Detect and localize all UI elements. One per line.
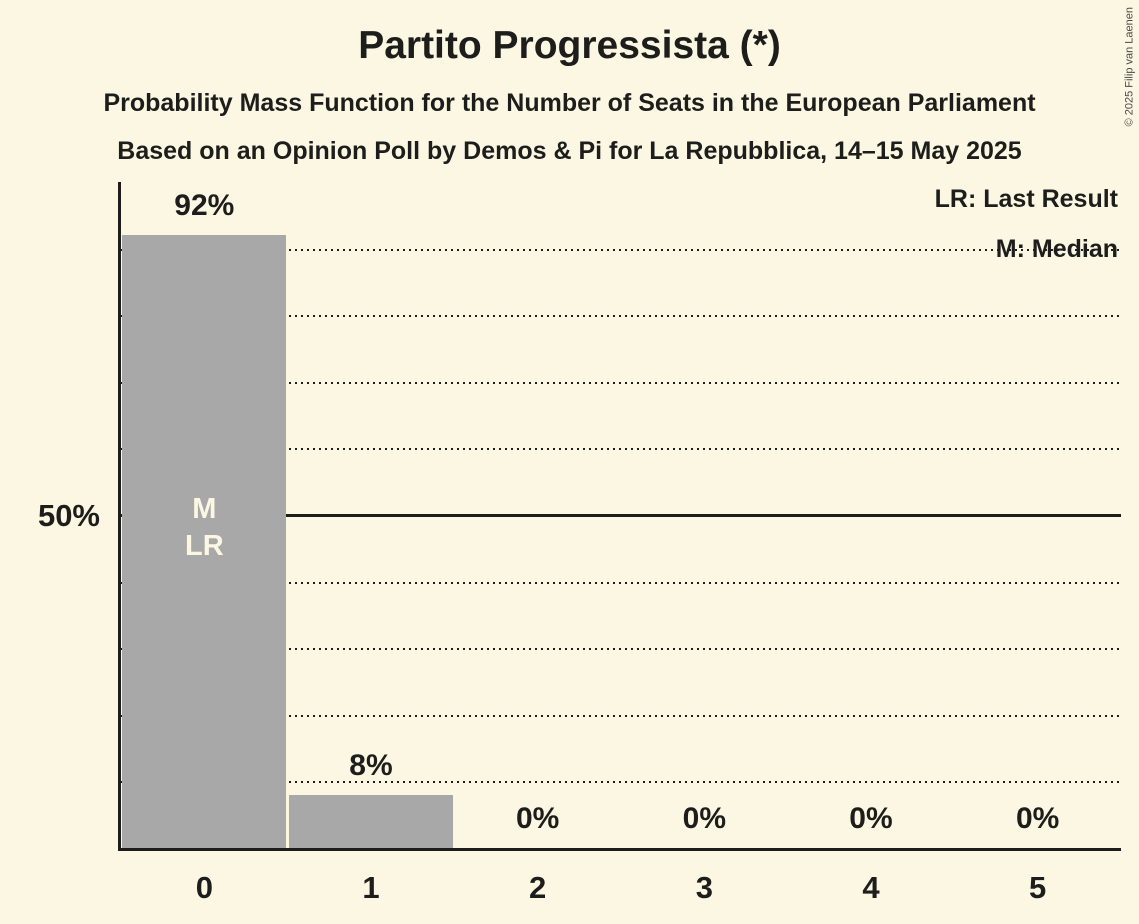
bar-value-label-0: 92% — [174, 189, 235, 223]
gridline-80pct — [121, 315, 1121, 318]
x-tick-label-1: 1 — [362, 870, 380, 905]
plot-area: LR: Last Result M: Median 92% M LR 8% 0% 0% 0%… — [118, 182, 1121, 851]
x-tick-label-2: 2 — [529, 870, 547, 905]
bar-value-label-4: 0% — [849, 802, 893, 835]
bar-value-label-2: 0% — [515, 802, 560, 835]
gridline-90pct — [121, 248, 1121, 251]
copyright-notice: © 2025 Filip van Laenen — [1123, 7, 1135, 127]
gridline-20pct — [121, 714, 1121, 717]
gridline-solid-50pct — [121, 514, 1121, 517]
gridline-40pct — [121, 581, 1121, 584]
x-axis-line — [118, 848, 1121, 851]
gridline-30pct — [121, 648, 1121, 651]
x-tick-label-0: 0 — [195, 870, 213, 905]
chart-subtitle-2: Based on an Opinion Poll by Demos & Pi f… — [117, 137, 1022, 165]
gridline-10pct — [121, 781, 1121, 784]
bar-value-label-1: 8% — [349, 748, 393, 782]
bar-seats-1 — [288, 794, 453, 848]
x-tick-label-5: 5 — [1029, 870, 1047, 905]
chart-title: Partito Progressista (*) — [358, 24, 781, 67]
bar-annotation-0: M LR — [184, 492, 224, 562]
bar-value-label-5: 0% — [1015, 802, 1060, 835]
y-axis-line — [118, 182, 121, 851]
gridline-70pct — [121, 381, 1121, 384]
chart-subtitle-1: Probability Mass Function for the Number… — [103, 89, 1036, 117]
x-tick-label-4: 4 — [862, 870, 880, 905]
bar-seats-0 — [122, 235, 287, 848]
bar-value-label-3: 0% — [682, 802, 726, 835]
x-tick-label-3: 3 — [695, 870, 713, 905]
y-axis-tick-label: 50% — [37, 498, 100, 533]
gridline-60pct — [121, 448, 1121, 451]
legend-last-result: LR: Last Result — [934, 185, 1118, 213]
